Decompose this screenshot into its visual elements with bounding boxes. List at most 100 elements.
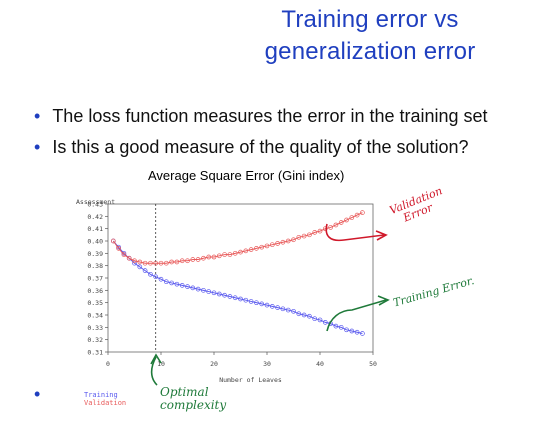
data-point-validation	[349, 215, 355, 220]
data-point-validation	[211, 254, 217, 260]
data-point-validation	[280, 239, 286, 245]
x-tick-label: 50	[369, 360, 377, 368]
y-tick-label: 0.40	[87, 238, 103, 246]
bullet-dot-icon: •	[34, 137, 41, 157]
chart-title: Average Square Error (Gini index)	[148, 168, 345, 183]
data-point-training	[201, 287, 206, 293]
x-tick-label: 0	[106, 360, 110, 368]
y-tick-label: 0.37	[87, 275, 103, 283]
data-point-validation	[206, 254, 212, 260]
data-point-training	[185, 284, 190, 289]
data-point-training	[238, 296, 243, 302]
data-point-validation	[201, 255, 206, 261]
data-point-validation	[227, 252, 233, 257]
data-point-training	[222, 292, 227, 298]
y-tick-label: 0.32	[87, 336, 103, 344]
training-annotation-arrowhead	[377, 295, 390, 306]
data-point-validation	[243, 248, 249, 254]
slide-title-line-2: generalization error	[264, 38, 476, 65]
data-point-validation	[312, 230, 318, 235]
optimal-note-line-2: complexity	[160, 398, 227, 412]
data-point-training	[349, 328, 355, 334]
data-point-training	[275, 305, 280, 310]
data-point-training	[360, 331, 365, 336]
bullet-dot-icon: •	[34, 106, 41, 126]
data-point-validation	[248, 247, 254, 252]
data-point-validation	[344, 217, 349, 223]
data-point-training	[312, 316, 318, 322]
data-point-validation	[185, 258, 190, 264]
legend-training: Training	[84, 391, 118, 399]
optimal-annotation-arrowhead	[150, 353, 162, 365]
optimal-annotation-arrow	[150, 356, 158, 386]
data-point-validation	[259, 244, 265, 250]
y-axis-label: Assessment	[76, 198, 115, 206]
data-point-training	[280, 306, 286, 312]
data-point-training	[158, 276, 164, 282]
data-point-training	[296, 311, 302, 317]
data-point-training	[354, 329, 360, 335]
slide-title-line-1: Training error vs	[281, 6, 459, 33]
data-point-training	[142, 268, 148, 273]
x-tick-label: 10	[157, 360, 165, 368]
bullet-dot-icon: •	[34, 384, 41, 404]
data-point-training	[174, 281, 180, 287]
optimal-complexity-note: Optimal complexity	[160, 386, 226, 412]
data-point-training	[259, 301, 265, 307]
data-point-training	[254, 300, 259, 306]
data-point-training	[322, 320, 328, 325]
data-point-validation	[307, 232, 312, 238]
y-tick-label: 0.42	[87, 213, 103, 221]
data-point-validation	[137, 259, 143, 265]
validation-annotation-arrowhead	[375, 230, 388, 241]
data-point-validation	[296, 234, 302, 240]
data-point-validation	[190, 257, 196, 262]
data-point-validation	[163, 260, 169, 266]
y-tick-label: 0.35	[87, 299, 103, 307]
data-point-training	[285, 307, 291, 313]
data-point-training	[148, 271, 153, 277]
data-point-validation	[110, 238, 116, 244]
data-point-training	[163, 279, 169, 285]
data-point-training	[153, 274, 159, 280]
data-point-training	[195, 286, 201, 292]
data-point-validation	[169, 259, 174, 265]
data-point-validation	[158, 260, 164, 266]
data-point-training	[307, 313, 312, 319]
data-point-validation	[333, 222, 339, 228]
data-point-validation	[148, 260, 153, 266]
y-tick-label: 0.43	[87, 201, 103, 209]
data-point-training	[216, 291, 222, 297]
data-point-training	[169, 280, 174, 286]
data-point-validation	[132, 258, 137, 264]
bullet-item: • Is this a good measure of the quality …	[34, 137, 469, 158]
data-point-validation	[153, 260, 159, 266]
series-line-training	[112, 240, 363, 334]
data-point-training	[206, 289, 212, 294]
data-point-training	[317, 317, 323, 323]
data-point-validation	[121, 252, 127, 257]
data-point-validation	[317, 228, 323, 234]
data-point-training	[264, 302, 270, 308]
data-point-training	[190, 285, 196, 291]
data-point-validation	[216, 253, 222, 259]
y-tick-label: 0.38	[87, 262, 103, 270]
data-point-validation	[301, 233, 307, 239]
data-point-validation	[354, 212, 360, 218]
data-point-validation	[275, 241, 280, 246]
data-point-training	[301, 312, 307, 318]
bullet-item: • The loss function measures the error i…	[34, 106, 488, 127]
data-point-validation	[338, 220, 344, 225]
x-axis-label: Number of Leaves	[219, 376, 282, 384]
y-tick-label: 0.41	[87, 225, 103, 233]
data-point-validation	[328, 225, 333, 230]
y-tick-label: 0.39	[87, 250, 103, 258]
data-point-training	[248, 299, 254, 304]
bullet-text: The loss function measures the error in …	[52, 106, 488, 126]
data-point-validation	[232, 250, 238, 256]
data-point-training	[291, 308, 296, 314]
data-point-training	[338, 324, 344, 330]
y-tick-label: 0.31	[87, 349, 103, 357]
data-point-validation	[238, 249, 243, 255]
